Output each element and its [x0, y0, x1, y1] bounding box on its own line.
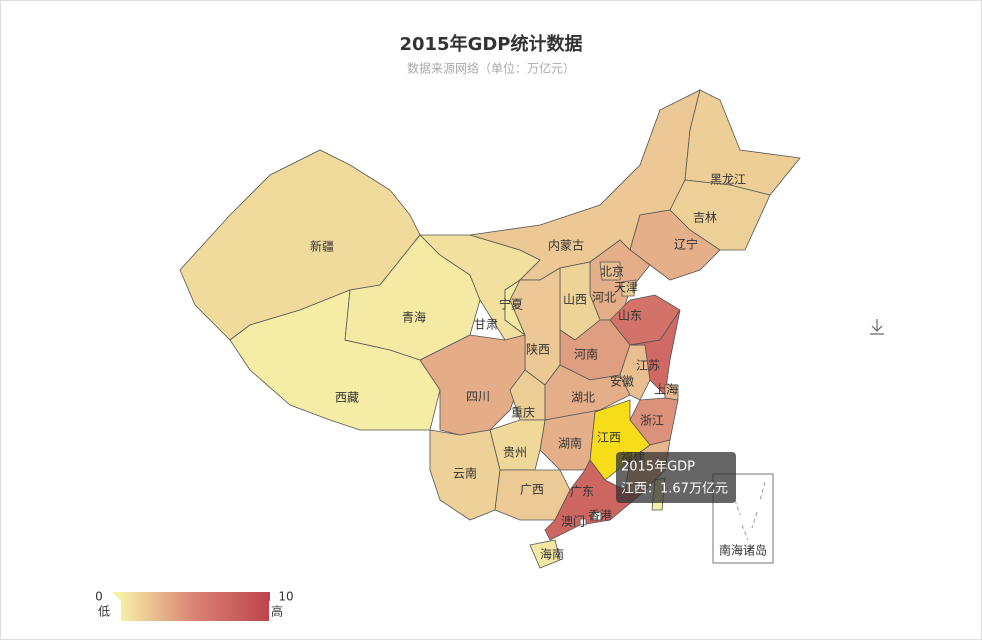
region-label: 湖南: [558, 436, 582, 451]
region[interactable]: [544, 459, 641, 541]
visual-map-bar[interactable]: [121, 592, 269, 621]
region[interactable]: [599, 261, 621, 281]
region-label: 上海: [654, 382, 678, 397]
region-label: 河南: [574, 347, 598, 362]
download-glyph[interactable]: [870, 319, 884, 335]
regions: [179, 89, 801, 569]
region-label: 青海: [402, 310, 426, 325]
region-label: 宁夏: [499, 297, 523, 312]
visual-map-low: 低: [98, 605, 110, 619]
region-label: 甘肃: [474, 318, 498, 332]
region-label: 北京: [600, 265, 624, 279]
region-label: 安徽: [610, 374, 634, 389]
region[interactable]: [494, 469, 571, 521]
region-label: 辽宁: [674, 237, 698, 252]
chart-subtitle: 数据来源网络（单位：万亿元）: [407, 61, 575, 76]
visual-map-handle[interactable]: [261, 592, 270, 601]
region[interactable]: [579, 518, 587, 526]
region-label: 江苏: [636, 359, 660, 373]
region-label: 贵州: [503, 446, 527, 460]
region-label: 河北: [592, 291, 616, 305]
region[interactable]: [621, 279, 637, 297]
inset-label: 南海诸岛: [719, 543, 767, 558]
region-label: 内蒙古: [548, 238, 584, 253]
region-label: 澳门: [561, 514, 585, 529]
chart-title: 2015年GDP统计数据: [399, 33, 582, 55]
region-label: 湖北: [571, 390, 595, 405]
region-label: 重庆: [511, 406, 535, 420]
visual-map: 0 低 10 高: [95, 590, 294, 621]
region-label: 四川: [466, 390, 490, 404]
region[interactable]: [629, 309, 681, 396]
inset-dashes: [734, 481, 766, 541]
region-label: 新疆: [310, 239, 334, 254]
inset-box: [712, 473, 774, 564]
download-icon[interactable]: [870, 319, 884, 335]
region-label: 山东: [618, 309, 642, 323]
tooltip-box: [616, 452, 736, 503]
region-label: 江西: [597, 431, 621, 445]
region-label: 黑龙江: [710, 173, 746, 187]
region-label: 广西: [520, 483, 544, 497]
tooltip-text: 江西：1.67万亿元: [621, 482, 728, 497]
region-label: 海南: [540, 547, 564, 562]
visual-map-high: 高: [271, 604, 283, 619]
region-labels: 新疆西藏 青海甘肃 内蒙古 黑龙江吉林辽宁河北 北京天津山西 宁夏山东河南 陕西四川重庆 湖北…: [310, 173, 746, 562]
region-label: 云南: [453, 466, 477, 481]
tooltip-title: 2015年GDP: [621, 460, 695, 475]
visual-map-min: 0: [95, 590, 103, 604]
visual-map-handle[interactable]: [112, 592, 121, 601]
region-label: 天津: [614, 281, 638, 295]
region-label: 山西: [563, 293, 587, 307]
region-label: 陕西: [526, 342, 550, 357]
region-label: 浙江: [640, 414, 664, 428]
region-label: 香港: [588, 509, 612, 523]
region-label: 广东: [570, 485, 594, 499]
tooltip: 2015年GDP 江西：1.67万亿元: [616, 452, 736, 503]
region[interactable]: [592, 511, 602, 521]
visual-map-max: 10: [278, 590, 293, 604]
region-label: 吉林: [693, 211, 717, 225]
region-label: 西藏: [335, 391, 359, 405]
region[interactable]: [529, 539, 561, 569]
